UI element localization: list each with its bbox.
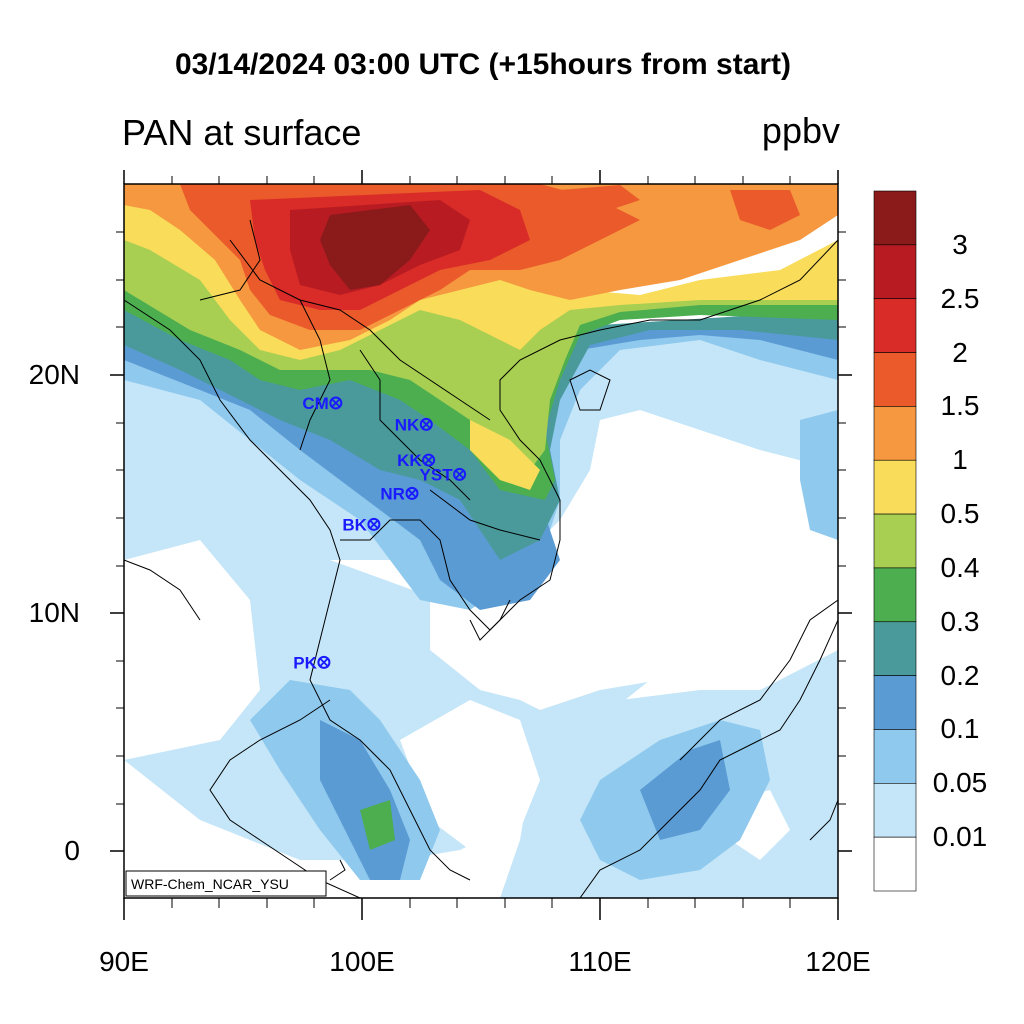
colorbar-swatch [873,352,917,407]
colorbar-label: 0.2 [940,659,980,691]
colorbar-label: 1.5 [940,390,980,422]
colorbar-label: 0.01 [932,821,988,853]
station-marker-icon [419,417,433,431]
station-label: YST [420,465,454,484]
station-marker-icon [453,467,467,481]
station-marker-icon [317,655,331,669]
colorbar-swatch [873,621,917,676]
lon-ticks [123,170,839,920]
colorbar-swatch [873,513,917,569]
station-label: PK [293,653,317,672]
station-nk: NK [395,415,433,434]
lon-label-120e: 120E [805,946,871,977]
colorbar-label: 0.5 [940,498,980,530]
lat-label-10n: 10N [28,597,80,628]
colorbar-swatch [873,244,917,299]
station-label: NR [380,484,405,503]
station-pk: PK [293,653,331,672]
colorbar-label: 0.05 [932,767,988,799]
station-marker-icon [405,486,419,500]
station-label: KK [397,451,422,470]
pan-field-3 [320,205,430,290]
station-marker-icon [329,396,343,410]
colorbar-label: 0.4 [940,551,980,583]
lon-label-110e: 110E [568,946,632,977]
pan-field-white-gulf [330,410,838,700]
lat-minor-ticks [116,231,846,805]
pan-concentration-field [124,184,838,898]
lon-label-90e: 90E [99,946,149,977]
station-kk: KK [397,451,436,470]
station-marker-icon [422,453,436,467]
lon-minor-ticks [171,176,791,908]
lat-ticks [110,374,852,852]
units-label: ppbv [761,110,840,151]
colorbar-label: 1 [952,444,968,476]
colorbar-label: 2.5 [940,282,980,314]
coastline [124,219,838,898]
colorbar-swatch [873,190,917,246]
colorbar-swatch [873,783,917,838]
station-label: CM [302,394,328,413]
colorbar-label: 0.3 [940,605,980,637]
map-frame [123,183,839,899]
credit-text: WRF-Chem_NCAR_YSU [131,876,289,892]
station-marker-icon [367,517,381,531]
station-cm: CM [302,394,343,413]
station-nr: NR [380,484,419,503]
colorbar [873,190,917,892]
variable-label: PAN at surface [122,112,362,153]
colorbar-swatch [873,406,917,461]
colorbar-label: 2 [952,336,968,368]
lat-label-20n: 20N [28,359,80,390]
lat-label-0: 0 [64,835,80,866]
lon-label-100e: 100E [329,946,395,977]
colorbar-swatch [873,836,917,892]
map-title: 03/14/2024 03:00 UTC (+15hours from star… [174,48,792,81]
station-bk: BK [342,515,381,534]
station-label: BK [342,515,367,534]
colorbar-label: 3 [952,228,968,260]
station-yst: YST [420,465,467,484]
station-label: NK [395,415,420,434]
colorbar-label: 0.1 [940,713,980,745]
colorbar-swatch [873,298,917,353]
colorbar-swatch [873,567,917,623]
credit-box [125,870,327,897]
